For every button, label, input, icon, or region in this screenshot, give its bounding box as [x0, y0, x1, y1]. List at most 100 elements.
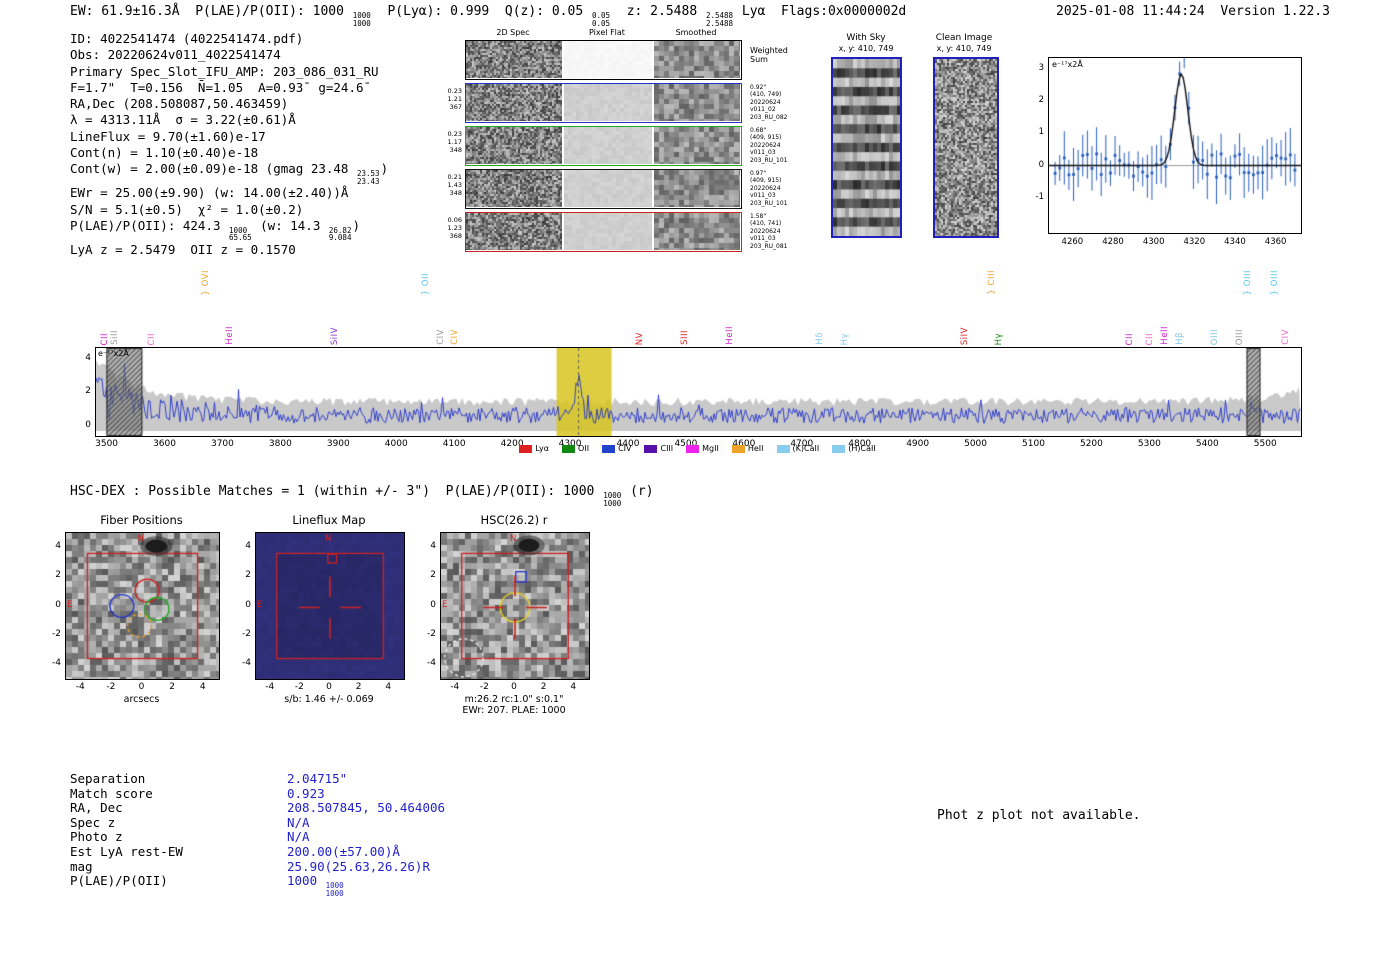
- clean-image-canvas: [933, 57, 999, 238]
- withsky-canvas: [831, 57, 902, 238]
- spec2d-col-header-0: 2D Spec: [496, 28, 530, 37]
- legend-label-4: MgII: [702, 444, 719, 453]
- cutout-fiber_positions-ytick-4: -4: [52, 657, 61, 668]
- spec2d-col-header-2: Smoothed: [675, 28, 717, 37]
- match-table-row-1: Match score 0.923: [70, 786, 445, 802]
- emission-line-label-0: CII: [99, 332, 110, 345]
- spectrum-xtick-4: 3900: [326, 439, 350, 449]
- emission-line-label-10: SIII: [679, 330, 690, 345]
- spectrum-xtick-13: 4800: [848, 439, 872, 449]
- cutout-lineflux_map-ytick-0: 4: [245, 541, 251, 552]
- inset-xtick-0: 4260: [1061, 237, 1084, 247]
- detection-info-block: ID: 4022541474 (4022541474.pdf) Obs: 2022…: [70, 31, 388, 258]
- spec2d-row-4-strip-1: [564, 213, 652, 250]
- match-row-5-label: Est LyA rest-EW: [70, 843, 183, 859]
- info-line-11: P(LAE)/P(OII): 424.3 1000 65.65 (w: 14.3 …: [70, 217, 360, 243]
- emission-line-label-17: CII: [1125, 332, 1136, 345]
- emission-line-label-4: HeII: [224, 326, 235, 345]
- inset-ytick-1: 2: [1038, 95, 1044, 106]
- emission-line-label-18: CII: [1144, 332, 1155, 345]
- emission-line-label-9: NV: [635, 331, 646, 345]
- match-row-7-label: P(LAE)/P(OII): [70, 873, 168, 889]
- info-line-2: Primary Spec_Slot_IFU_AMP: 203_086_031_R…: [70, 63, 379, 79]
- cutout-lineflux_map-xlabel-0: s/b: 1.46 +/- 0.069: [284, 694, 374, 705]
- match-row-3-label: Spec z: [70, 814, 116, 830]
- spec2d-row-1-annotation: 0.92" (410, 749) 20220624 v011_02 203_RU_082: [750, 84, 788, 121]
- cutout-hsc_r_cutout-xlabel-1: EWr: 207. PLAE: 1000: [462, 705, 566, 716]
- spectrum-xtick-16: 5100: [1022, 439, 1045, 449]
- match-table-row-2: RA, Dec 208.507845, 50.464006: [70, 800, 445, 816]
- emission-line-label-1: SiII: [109, 330, 120, 345]
- cutout-title-hsc_r_cutout: HSC(26.2) r: [480, 513, 548, 527]
- spec2d-panel: 2D Spec Pixel Flat Smoothed Weighted Sum 0.23…: [447, 28, 797, 260]
- emission-line-label-22: OIII: [1234, 328, 1245, 345]
- legend-item-5: HeII: [731, 444, 764, 453]
- inset-xtick-3: 4320: [1183, 237, 1206, 247]
- info-line-1: Obs: 20220624v011_4022541474: [70, 47, 281, 63]
- legend-item-3: CIII: [644, 444, 673, 453]
- info-line-4: RA,Dec (208.508087,50.463459): [70, 96, 289, 112]
- info-line-3: F=1.7" T=0.156 N̄=1.05 A=0.93̄ g=24.6̄: [70, 79, 364, 95]
- clean-image-coords: x, y: 410, 749: [936, 44, 992, 53]
- withsky-title: With Sky: [846, 33, 886, 43]
- emission-line-label-16: Hγ: [993, 332, 1004, 345]
- spec2d-row-3-strip-2: [654, 170, 740, 207]
- cutout-hsc_r_cutout-xtick-2: 0: [511, 682, 517, 692]
- spectrum-xtick-20: 5500: [1253, 439, 1277, 449]
- spec2d-row-3-strip-0: [466, 170, 562, 207]
- spectrum-xtick-12: 4700: [790, 439, 814, 449]
- match-row-6-label: mag: [70, 858, 93, 874]
- cutout-hsc_r_cutout-ytick-3: -2: [427, 628, 436, 639]
- cutout-hsc_r_cutout-ytick-1: 2: [430, 570, 436, 581]
- legend-item-1: OII: [562, 444, 589, 453]
- cutout-fiber_positions-ytick-1: 2: [55, 570, 61, 581]
- spectrum-xtick-2: 3700: [210, 439, 234, 449]
- spec2d-row-4-strip-0: [466, 213, 562, 250]
- legend-swatch-1: [562, 444, 576, 453]
- stacked-fraction: 1000 1000: [325, 881, 344, 898]
- spec2d-row-0-annotation: Weighted Sum: [750, 46, 788, 64]
- inset-xtick-5: 4360: [1264, 237, 1287, 247]
- spectrum-xtick-1: 3600: [153, 439, 176, 449]
- emission-line-label-6: } OII: [421, 272, 432, 295]
- withsky-coords: x, y: 410, 749: [838, 44, 894, 53]
- stacked-fraction: 2.5488 2.5488: [705, 11, 734, 28]
- inset-xtick-2: 4300: [1142, 237, 1165, 247]
- legend-item-7: (H)CaII: [832, 444, 876, 453]
- legend-label-5: HeII: [747, 444, 764, 453]
- spec2d-row-3-left-nums: 0.21 1.43 348: [447, 173, 462, 197]
- match-table-row-4: Photo z N/A: [70, 830, 445, 845]
- info-line-6: LineFlux = 9.70(±1.60)e-17: [70, 128, 266, 144]
- spectrum-xtick-3: 3800: [268, 439, 292, 449]
- spectrum-ytick-1: 2: [85, 386, 91, 397]
- emission-line-label-12: Hδ: [814, 332, 825, 345]
- cutout-lineflux_map-ytick-2: 0: [245, 599, 251, 610]
- match-row-6-value: 25.90(25.63,26.26)R: [287, 858, 430, 874]
- cutout-fiber_positions-xtick-3: 2: [169, 682, 175, 692]
- cutout-hsc_r_cutout-ytick-0: 4: [430, 541, 436, 552]
- spec2d-row-0-strip-0: [466, 41, 562, 78]
- spectrum-xtick-11: 4600: [726, 439, 762, 449]
- cutout-hsc_r_cutout-ytick-4: -4: [427, 657, 436, 668]
- info-line-7: Cont(n) = 1.10(±0.40)e-18: [70, 145, 259, 161]
- cutout-fiber_positions-xtick-1: -2: [106, 682, 116, 692]
- spectrum-xtick-9: 4400: [616, 439, 640, 449]
- spectrum-xtick-8: 4300: [552, 439, 588, 449]
- spectrum-canvas: [95, 347, 1302, 437]
- spectrum-xtick-19: 5400: [1195, 439, 1219, 449]
- spectrum-xtick-7: 4200: [500, 439, 524, 449]
- spec2d-row-3: [465, 169, 742, 209]
- legend-swatch-3: [644, 444, 658, 453]
- emission-line-label-21: OIII: [1209, 328, 1220, 345]
- emission-line-label-2: CII: [146, 332, 157, 345]
- match-row-7-value: 1000 1000 1000: [287, 873, 344, 898]
- spectrum-xtick-17: 5200: [1079, 439, 1103, 449]
- match-table-row-3: Spec z N/A: [70, 814, 445, 831]
- info-line-0: ID: 4022541474 (4022541474.pdf): [70, 31, 304, 46]
- spec2d-row-2-strip-1: [564, 127, 652, 164]
- cutout-hsc_r_cutout-xtick-1: -2: [479, 682, 489, 692]
- match-table-row-7: P(LAE)/P(OII) 1000 1000 1000: [70, 873, 445, 898]
- spec2d-row-2-annotation: 0.68" (409, 915) 20220624 v011_03 203_RU_101: [750, 127, 788, 164]
- legend-swatch-7: [832, 444, 846, 453]
- match-row-0-value: 2.04715": [287, 771, 348, 786]
